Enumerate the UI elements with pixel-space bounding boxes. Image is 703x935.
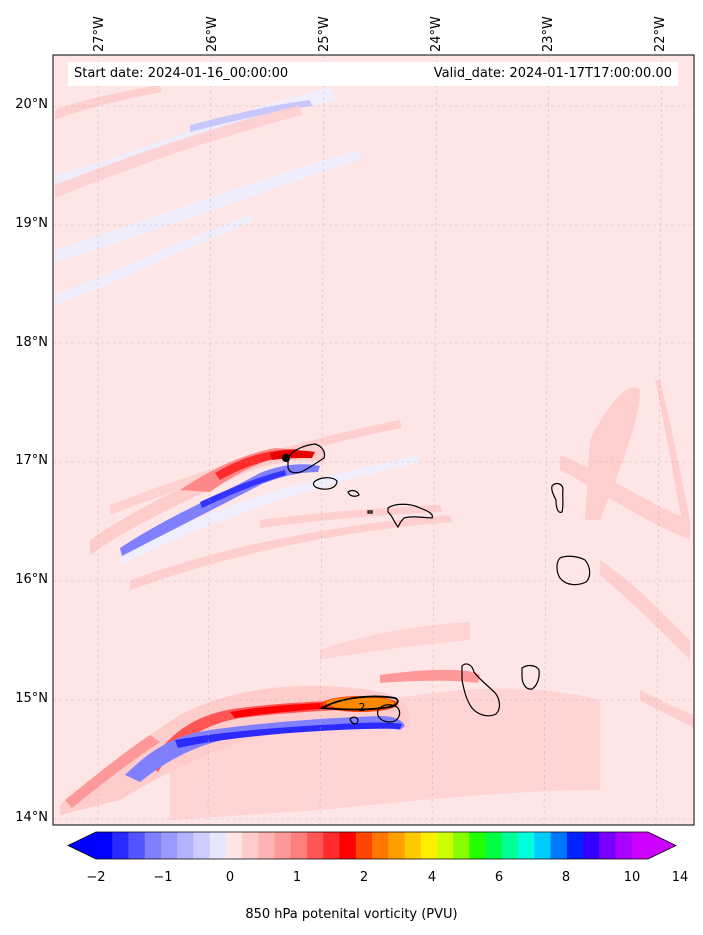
colorbar-segment — [323, 832, 341, 859]
colorbar-segment — [355, 832, 373, 859]
colorbar-tick: 14 — [671, 870, 689, 885]
island-santo-antao — [287, 443, 326, 474]
island-sao-nicolau-main — [387, 503, 433, 529]
map-frame — [52, 54, 695, 826]
colorbar-tick: −1 — [153, 870, 173, 885]
colorbar-tick: 1 — [292, 870, 302, 885]
colorbar-tick: 4 — [427, 870, 437, 885]
colorbar-segment — [258, 832, 276, 859]
island-santa-luzia — [347, 489, 360, 497]
lon-label-22w: 22°W — [653, 16, 668, 52]
colorbar-tick: 0 — [225, 870, 235, 885]
colorbar-segment — [501, 832, 519, 859]
colorbar-segment — [550, 832, 568, 859]
colorbar-segment — [209, 832, 227, 859]
lon-label-25w: 25°W — [317, 16, 332, 52]
contour-label: 2 — [359, 701, 366, 714]
colorbar-segment — [242, 832, 259, 859]
positive-pv-streaks — [55, 85, 694, 728]
colorbar-segment — [566, 832, 584, 859]
colorbar — [67, 831, 677, 860]
black-dot-marker — [282, 454, 290, 462]
pv-filament-south: 2 — [60, 685, 410, 815]
start-date-text: Start date: 2024-01-16_00:00:00 — [74, 66, 289, 81]
island-sal — [551, 482, 564, 513]
island-santiago — [461, 663, 501, 717]
island-boa-vista — [556, 555, 591, 586]
colorbar-tick: 6 — [494, 870, 504, 885]
lat-label-14n: 14°N — [15, 810, 48, 825]
colorbar-outline — [67, 831, 677, 860]
colorbar-segment — [420, 832, 438, 859]
colorbar-segment — [160, 832, 178, 859]
colorbar-segment — [193, 832, 211, 859]
colorbar-segment — [372, 832, 389, 859]
lat-label-16n: 16°N — [15, 572, 48, 587]
red-streak-east — [380, 669, 480, 683]
lat-label-15n: 15°N — [15, 691, 48, 706]
colorbar-segment — [144, 832, 162, 859]
pv-filament-north — [90, 446, 325, 556]
colorbar-left-arrow — [68, 832, 96, 859]
lon-label-23w: 23°W — [541, 16, 556, 52]
colorbar-segment — [583, 832, 600, 859]
lat-label-20n: 20°N — [15, 97, 48, 112]
colorbar-segment — [177, 832, 194, 859]
colorbar-segment — [307, 832, 324, 859]
lat-label-17n: 17°N — [15, 453, 48, 468]
colorbar-segment — [453, 832, 470, 859]
colorbar-segment — [388, 832, 405, 859]
colorbar-segment — [290, 832, 308, 859]
colorbar-tick: 2 — [359, 870, 369, 885]
colorbar-tick: 10 — [623, 870, 641, 885]
date-info-box: Start date: 2024-01-16_00:00:00 Valid_da… — [68, 62, 678, 86]
colorbar-segment — [96, 832, 113, 859]
lon-label-24w: 24°W — [429, 16, 444, 52]
colorbar-segment — [631, 832, 649, 859]
pink-streak-cv-south — [320, 622, 470, 660]
colorbar-segment — [518, 832, 535, 859]
colorbar-segment — [225, 832, 243, 859]
colorbar-tick: −2 — [86, 870, 106, 885]
island-maio — [521, 664, 540, 690]
lat-label-18n: 18°N — [15, 335, 48, 350]
colorbar-title: 850 hPa potenital vorticity (PVU) — [245, 907, 458, 922]
lon-label-26w: 26°W — [205, 16, 220, 52]
colorbar-segment — [615, 832, 633, 859]
colorbar-segment — [485, 832, 503, 859]
lon-label-27w: 27°W — [92, 16, 107, 52]
colorbar-segment — [128, 832, 146, 859]
island-coastlines — [287, 443, 591, 725]
blue-streak-north — [190, 100, 312, 132]
colorbar-segment — [339, 832, 357, 859]
colorbar-segment — [274, 832, 292, 859]
colorbar-segment — [469, 832, 487, 859]
colorbar-segment — [436, 832, 454, 859]
island-brava — [349, 716, 359, 725]
island-sao-vicente — [312, 477, 338, 490]
colorbar-segment — [534, 832, 552, 859]
island-fogo — [377, 704, 401, 723]
pink-region-south — [170, 688, 600, 820]
colorbar-tick: 8 — [561, 870, 571, 885]
colorbar-segment — [404, 832, 422, 859]
valid-date-text: Valid_date: 2024-01-17T17:00:00.00 — [433, 66, 672, 81]
lat-label-19n: 19°N — [15, 216, 48, 231]
map-area: 2 — [53, 55, 694, 825]
colorbar-right-arrow — [648, 832, 676, 859]
island-sao-nicolau — [367, 510, 373, 514]
colorbar-segment — [599, 832, 617, 859]
colorbar-segment — [112, 832, 129, 859]
